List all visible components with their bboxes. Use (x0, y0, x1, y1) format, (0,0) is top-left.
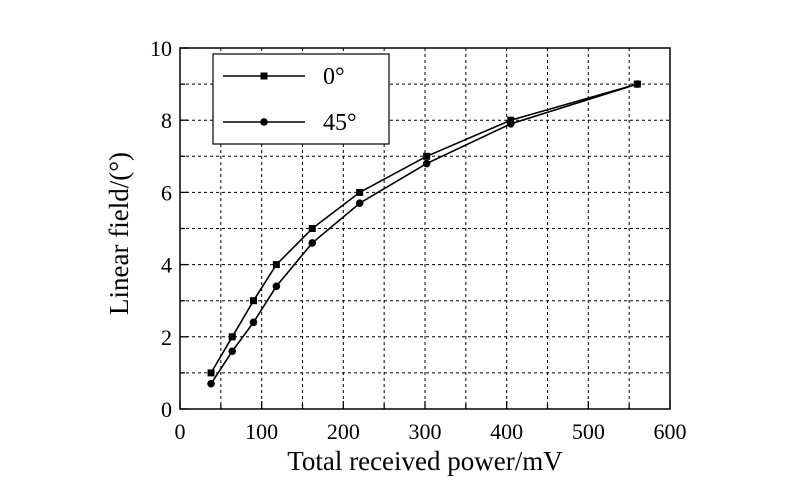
data-point (228, 333, 236, 341)
y-axis-title: Linear field/(°) (104, 152, 134, 315)
data-point (422, 159, 431, 168)
data-point (356, 188, 364, 196)
y-tick-label: 6 (161, 180, 172, 205)
data-point (250, 297, 257, 305)
legend-box (212, 53, 390, 145)
y-tick-label: 10 (150, 36, 172, 61)
legend-label: 45° (323, 110, 357, 136)
data-point (633, 80, 642, 88)
legend-marker (260, 118, 268, 126)
y-tick-label: 0 (161, 397, 172, 422)
series-layer (207, 80, 642, 388)
data-point (272, 261, 280, 269)
data-point (272, 282, 281, 291)
data-point (308, 225, 316, 232)
data-point (207, 379, 215, 388)
data-point (207, 369, 215, 377)
y-tick-label: 4 (161, 253, 172, 278)
x-tick-labels: 0 100 200 300 400 500 600 (175, 419, 687, 444)
x-tick-label: 600 (654, 419, 687, 444)
x-tick-label: 500 (572, 419, 605, 444)
data-point (249, 318, 258, 327)
data-point (506, 120, 515, 128)
data-point (423, 152, 431, 160)
y-tick-labels: 0 2 4 6 8 10 (150, 36, 172, 422)
y-tick-label: 8 (161, 108, 172, 133)
x-tick-label: 100 (245, 419, 278, 444)
series-forty-five-deg (207, 80, 642, 388)
x-tick-label: 200 (327, 419, 360, 444)
x-axis-title: Total received power/mV (287, 446, 563, 476)
x-tick-label: 300 (409, 419, 442, 444)
grid-lines (180, 48, 670, 409)
legend-marker (260, 72, 268, 80)
legend-label: 0° (323, 64, 345, 90)
axis-ticks (179, 47, 671, 410)
x-tick-label: 0 (175, 419, 186, 444)
legend-entry: 45° (223, 110, 357, 136)
legend-entries: 0° 45° (223, 64, 357, 136)
data-point (355, 199, 364, 208)
y-tick-label: 2 (161, 325, 172, 350)
data-point (228, 347, 237, 356)
legend: 0° 45° (212, 53, 390, 145)
legend-entry: 0° (223, 64, 345, 90)
data-point (308, 239, 317, 247)
x-tick-label: 400 (490, 419, 523, 444)
